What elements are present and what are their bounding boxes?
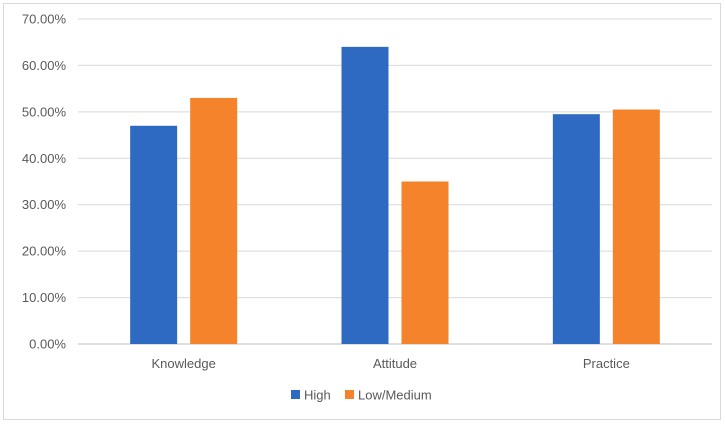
y-tick-label: 50.00% — [22, 104, 67, 119]
y-tick-label: 20.00% — [22, 244, 67, 259]
y-tick-label: 0.00% — [29, 337, 66, 352]
x-axis-tick-labels: Knowledge Attitude Practice — [152, 356, 630, 371]
x-tick-label: Practice — [583, 356, 630, 371]
bar-high-practice — [552, 114, 600, 344]
y-tick-label: 10.00% — [22, 290, 67, 305]
gridlines — [78, 18, 712, 345]
y-tick-label: 70.00% — [22, 12, 67, 27]
legend-label: Low/Medium — [358, 388, 432, 403]
bar-low-medium-knowledge — [190, 97, 238, 344]
legend: High Low/Medium — [291, 388, 432, 403]
bar-high-attitude — [341, 46, 389, 344]
bar-low-medium-practice — [612, 109, 660, 345]
legend-label: High — [304, 388, 331, 403]
y-tick-label: 60.00% — [22, 58, 67, 73]
legend-swatch — [291, 390, 300, 399]
bars — [130, 46, 660, 345]
x-tick-label: Attitude — [373, 356, 417, 371]
x-tick-label: Knowledge — [152, 356, 216, 371]
bar-high-knowledge — [130, 125, 178, 345]
legend-swatch — [345, 390, 354, 399]
y-axis-tick-labels: 0.00% 10.00% 20.00% 30.00% 40.00% 50.00% 60.00… — [22, 12, 67, 352]
bar-low-medium-attitude — [401, 181, 449, 344]
y-tick-label: 40.00% — [22, 151, 67, 166]
y-tick-label: 30.00% — [22, 197, 67, 212]
